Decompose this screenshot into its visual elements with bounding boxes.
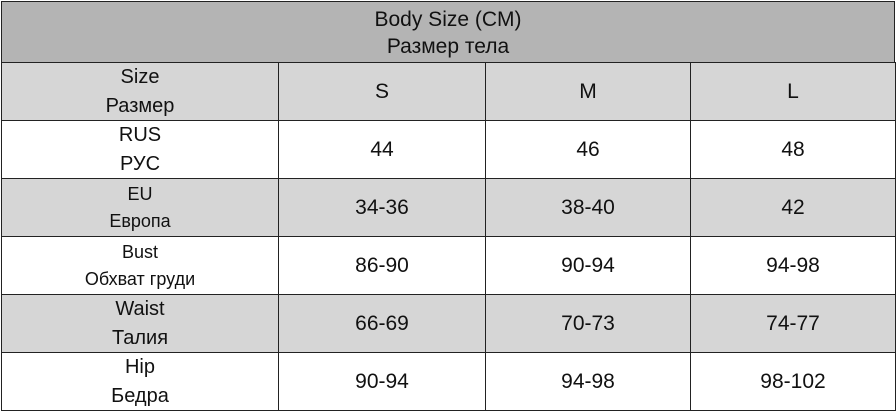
value-cell: 34-36 [278,178,486,237]
row-label-cell: Hip Бедра [1,352,279,411]
row-label: Талия [111,326,169,349]
row-label: Бедра [111,384,169,407]
header-cell: S [278,62,486,121]
title-line: Размер тела [386,34,510,58]
value-cell: 94-98 [690,236,896,295]
row-label-cell: Waist Талия [1,294,279,353]
header-label: M [579,79,597,103]
cell-value: 66-69 [355,311,409,335]
header-label: S [374,79,389,103]
header-cell: M [485,62,691,121]
cell-value: 70-73 [561,311,615,335]
cell-value: 74-77 [766,311,820,335]
value-cell: 46 [485,120,691,179]
row-label: EU [127,183,153,204]
row-label: Hip [124,355,155,378]
row-label: Обхват груди [84,268,196,289]
cell-value: 42 [781,195,805,219]
row-label-cell: EU Европа [1,178,279,237]
value-cell: 90-94 [278,352,486,411]
value-cell: 94-98 [485,352,691,411]
value-cell: 70-73 [485,294,691,353]
value-cell: 90-94 [485,236,691,295]
cell-value: 46 [576,137,600,161]
value-cell: 44 [278,120,486,179]
value-cell: 74-77 [690,294,896,353]
cell-value: 44 [370,137,394,161]
cell-value: 86-90 [355,253,409,277]
value-cell: 42 [690,178,896,237]
cell-value: 90-94 [355,369,409,393]
row-label: Bust [121,241,159,262]
row-label: РУС [119,152,161,175]
row-label: Waist [115,297,165,320]
row-label: RUS [118,123,162,146]
header-label: Размер [105,94,175,117]
header-cell: L [690,62,896,121]
header-cell: Size Размер [1,62,279,121]
title-line: Body Size (CM) [374,7,522,31]
header-label: L [787,79,799,103]
value-cell: 38-40 [485,178,691,237]
row-label-cell: RUS РУС [1,120,279,179]
header-label: Size [120,65,160,88]
cell-value: 48 [781,137,805,161]
cell-value: 34-36 [355,195,409,219]
cell-value: 98-102 [760,369,826,393]
value-cell: 98-102 [690,352,896,411]
row-label: Европа [109,210,171,231]
value-cell: 48 [690,120,896,179]
row-label-cell: Bust Обхват груди [1,236,279,295]
cell-value: 94-98 [561,369,615,393]
table-title: Body Size (CM) Размер тела [1,1,895,64]
value-cell: 86-90 [278,236,486,295]
value-cell: 66-69 [278,294,486,353]
cell-value: 90-94 [561,253,615,277]
cell-value: 38-40 [561,195,615,219]
cell-value: 94-98 [766,253,820,277]
